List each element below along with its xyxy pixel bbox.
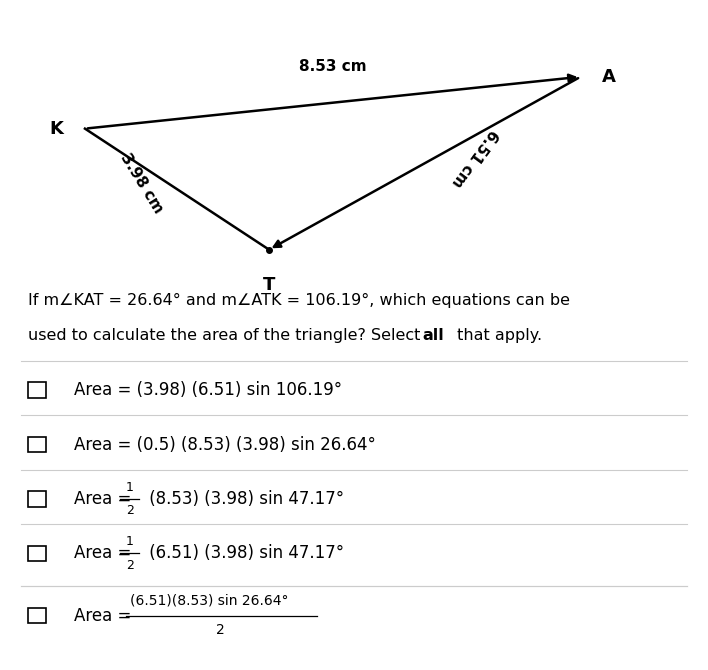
- Text: If m∠KAT = 26.64° and m∠ATK = 106.19°, which equations can be: If m∠KAT = 26.64° and m∠ATK = 106.19°, w…: [28, 293, 571, 308]
- FancyBboxPatch shape: [28, 608, 46, 623]
- Text: 6.51 cm: 6.51 cm: [448, 126, 501, 189]
- Text: 1: 1: [125, 480, 134, 494]
- Text: Area = (3.98) (6.51) sin 106.19°: Area = (3.98) (6.51) sin 106.19°: [74, 381, 343, 399]
- Text: that apply.: that apply.: [452, 328, 542, 343]
- Text: 1: 1: [125, 535, 134, 548]
- Text: (6.51)(8.53) sin 26.64°: (6.51)(8.53) sin 26.64°: [130, 594, 288, 608]
- Text: 2: 2: [125, 505, 134, 517]
- Text: (8.53) (3.98) sin 47.17°: (8.53) (3.98) sin 47.17°: [144, 490, 344, 508]
- FancyBboxPatch shape: [28, 545, 46, 561]
- Text: K: K: [50, 120, 64, 137]
- Text: 8.53 cm: 8.53 cm: [299, 59, 367, 74]
- Text: T: T: [263, 275, 275, 293]
- Text: 3.98 cm: 3.98 cm: [118, 151, 166, 216]
- Text: 2: 2: [125, 559, 134, 572]
- FancyBboxPatch shape: [28, 437, 46, 452]
- FancyBboxPatch shape: [28, 383, 46, 398]
- Text: Area = (0.5) (8.53) (3.98) sin 26.64°: Area = (0.5) (8.53) (3.98) sin 26.64°: [74, 436, 376, 454]
- FancyBboxPatch shape: [28, 491, 46, 507]
- Text: Area =: Area =: [74, 490, 137, 508]
- Text: used to calculate the area of the triangle? Select: used to calculate the area of the triang…: [28, 328, 426, 343]
- Text: 2: 2: [216, 623, 224, 637]
- Text: Area =: Area =: [74, 545, 137, 562]
- Text: Area =: Area =: [74, 606, 137, 624]
- Text: (6.51) (3.98) sin 47.17°: (6.51) (3.98) sin 47.17°: [144, 545, 344, 562]
- Text: A: A: [602, 68, 616, 86]
- Text: all: all: [422, 328, 444, 343]
